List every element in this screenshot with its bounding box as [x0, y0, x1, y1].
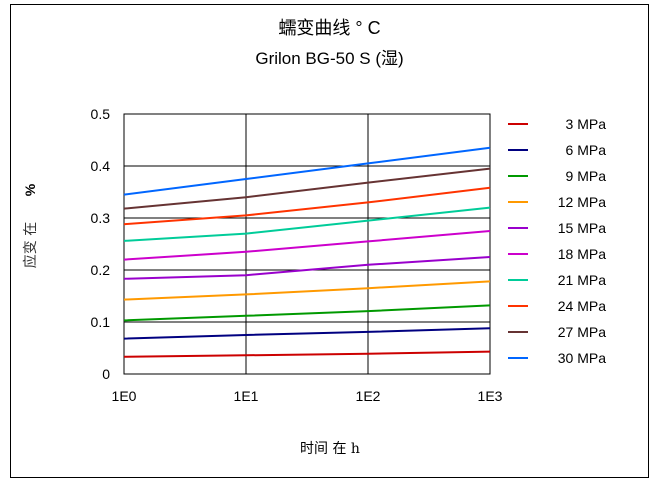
y-tick-label: 0.4: [91, 158, 111, 174]
y-tick-label: 0.1: [91, 314, 111, 330]
y-tick-label: 0.5: [91, 106, 111, 122]
y-tick-label: 0: [102, 366, 110, 382]
legend-label: 27 MPa: [558, 324, 606, 340]
legend-label: 6 MPa: [566, 142, 607, 158]
x-tick-label: 1E2: [356, 388, 381, 404]
legend-label: 21 MPa: [558, 272, 606, 288]
y-tick-label: 0.3: [91, 210, 111, 226]
x-tick-label: 1E1: [234, 388, 259, 404]
plot-area: [124, 114, 490, 374]
legend-label: 3 MPa: [566, 116, 607, 132]
legend-label: 9 MPa: [566, 168, 607, 184]
legend-label: 18 MPa: [558, 246, 606, 262]
y-tick-label: 0.2: [91, 262, 111, 278]
legend-label: 15 MPa: [558, 220, 606, 236]
x-tick-label: 1E0: [112, 388, 137, 404]
legend-label: 12 MPa: [558, 194, 606, 210]
legend-label: 30 MPa: [558, 350, 606, 366]
x-tick-label: 1E3: [478, 388, 503, 404]
legend-label: 24 MPa: [558, 298, 606, 314]
